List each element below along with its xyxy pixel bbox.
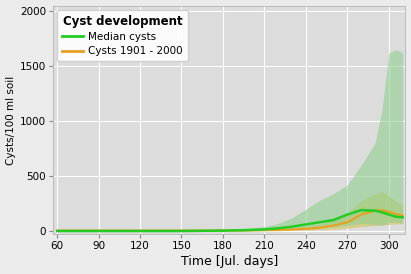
Legend: Median cysts, Cysts 1901 - 2000: Median cysts, Cysts 1901 - 2000 — [57, 10, 188, 61]
Y-axis label: Cysts/100 ml soil: Cysts/100 ml soil — [6, 75, 16, 165]
X-axis label: Time [Jul. days]: Time [Jul. days] — [180, 255, 278, 269]
